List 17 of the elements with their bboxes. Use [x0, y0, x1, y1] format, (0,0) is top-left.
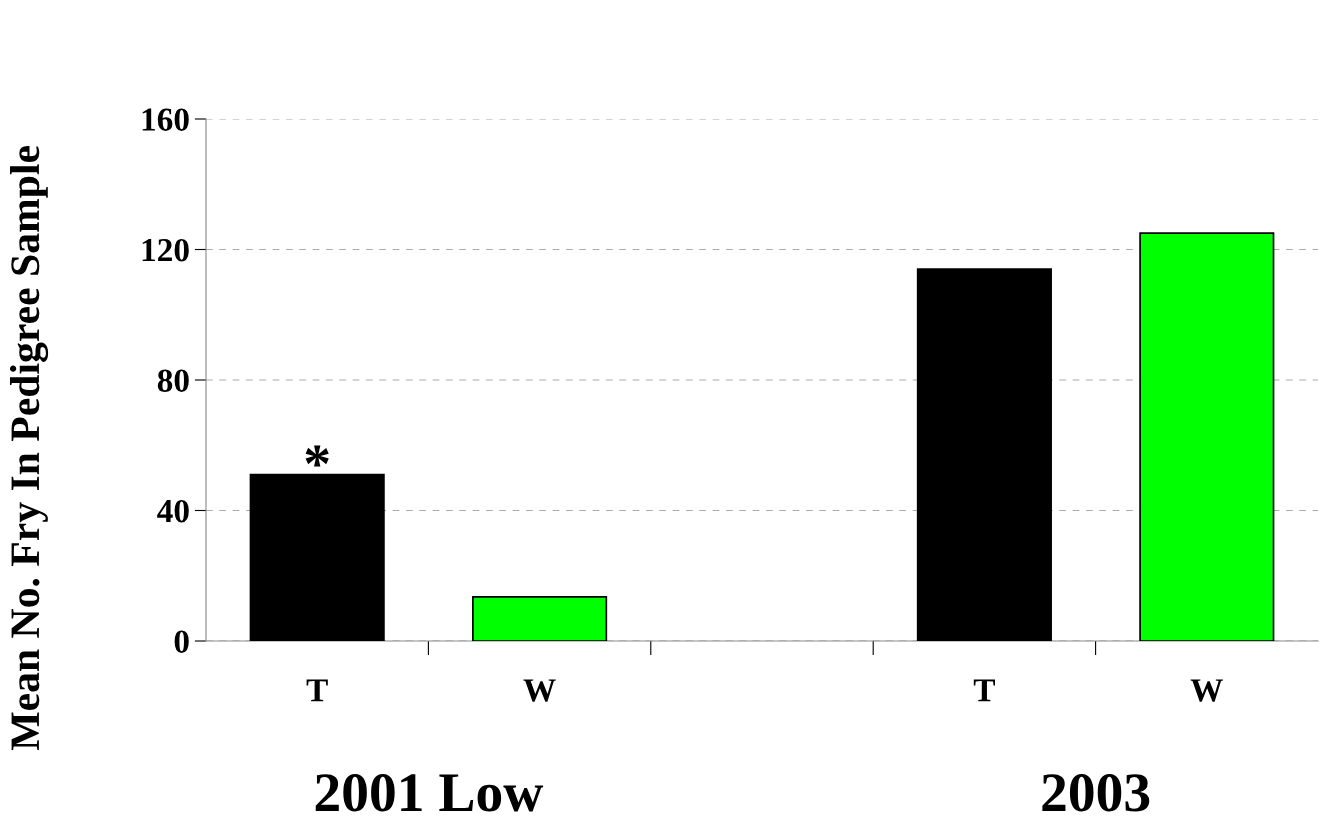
y-tick-label: 160 [142, 108, 189, 131]
bar [1139, 232, 1275, 641]
text: 2001 Low [315, 774, 544, 812]
bar [916, 268, 1052, 641]
y-tick-label: 0 [174, 630, 189, 653]
x-tick-label: T [306, 679, 328, 702]
y-tick-label: 40 [157, 499, 189, 523]
x-tick-label: T [973, 679, 996, 702]
x-tick-label: W [1190, 679, 1223, 702]
y-tick-label: 120 [142, 238, 189, 262]
text: 2003 [1042, 774, 1150, 812]
annotation: * [305, 445, 329, 467]
y-tick-label: 80 [157, 369, 189, 392]
bar [249, 473, 385, 641]
y-axis-title: Mean No. Fry In Pedigree Sample [9, 146, 49, 750]
x-tick-label: W [523, 679, 556, 702]
bar [472, 596, 608, 641]
